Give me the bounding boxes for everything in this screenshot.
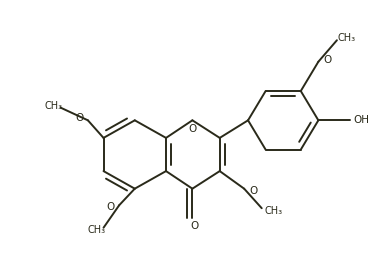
Text: O: O <box>250 186 258 196</box>
Text: O: O <box>75 113 83 123</box>
Text: CH₃: CH₃ <box>264 206 283 216</box>
Text: OH: OH <box>353 115 368 125</box>
Text: CH₃: CH₃ <box>88 225 106 235</box>
Text: CH₃: CH₃ <box>45 101 63 111</box>
Text: O: O <box>106 202 114 212</box>
Text: CH₃: CH₃ <box>337 33 356 43</box>
Text: O: O <box>323 55 331 65</box>
Text: O: O <box>190 221 198 231</box>
Text: O: O <box>189 124 197 134</box>
